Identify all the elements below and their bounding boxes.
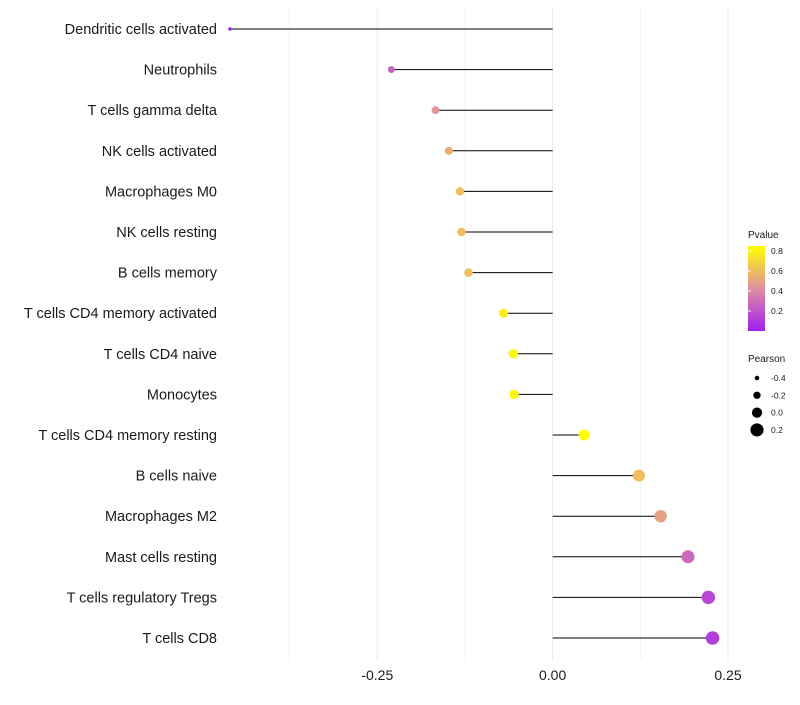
y-label-t-cells-cd4-memory-activated: T cells CD4 memory activated (24, 306, 217, 322)
pearson-legend-title: Pearson (748, 354, 785, 365)
y-label-mast-cells-resting: Mast cells resting (105, 550, 217, 566)
point-t-cells-cd4-memory-activated (498, 308, 509, 318)
x-tick-label-2: 0.25 (714, 667, 741, 683)
point-t-cells-cd8 (705, 631, 720, 645)
point-nk-cells-activated (444, 146, 453, 155)
point-mast-cells-resting (681, 550, 695, 564)
x-axis-ticks: -0.25 0.00 0.25 (361, 667, 741, 683)
point-b-cells-memory (464, 268, 473, 277)
point-monocytes (509, 389, 519, 400)
point-t-cells-gamma-delta (431, 106, 440, 115)
y-label-t-cells-cd4-memory-resting: T cells CD4 memory resting (38, 428, 217, 444)
y-label-nk-cells-resting: NK cells resting (116, 225, 217, 241)
y-label-t-cells-cd8: T cells CD8 (142, 631, 217, 647)
pvalue-tick-label-0: 0.8 (771, 246, 783, 256)
pearson-legend-label-0: -0.4 (771, 373, 786, 383)
y-label-t-cells-regulatory-tregs: T cells regulatory Tregs (67, 590, 217, 606)
pvalue-legend: Pvalue 0.8 0.6 0.4 0.2 (748, 230, 783, 331)
pearson-legend-dot-2 (751, 407, 763, 418)
y-label-macrophages-m0: Macrophages M0 (105, 184, 217, 200)
pvalue-tick-label-2: 0.4 (771, 286, 783, 296)
pearson-legend-label-1: -0.2 (771, 390, 786, 400)
point-macrophages-m0 (455, 187, 465, 196)
pearson-legend-dot-1 (753, 391, 761, 399)
point-macrophages-m2 (654, 509, 667, 523)
point-t-cells-cd4-naive (508, 349, 519, 359)
pearson-legend-label-2: 0.0 (771, 408, 783, 418)
pvalue-tick-label-1: 0.6 (771, 266, 783, 276)
point-t-cells-regulatory-tregs (701, 590, 716, 605)
pearson-legend-label-3: 0.2 (771, 425, 783, 435)
y-label-neutrophils: Neutrophils (144, 63, 217, 79)
point-neutrophils (387, 66, 395, 74)
y-label-dendritic-cells-activated: Dendritic cells activated (65, 22, 217, 38)
pearson-legend-dot-0 (754, 375, 760, 381)
point-t-cells-cd4-memory-resting (578, 429, 590, 441)
y-axis-labels: Dendritic cells activated Neutrophils T ce… (24, 22, 218, 647)
y-label-nk-cells-activated: NK cells activated (102, 144, 217, 160)
point-b-cells-naive (632, 469, 645, 482)
x-tick-label-1: 0.00 (539, 667, 566, 683)
pvalue-tick-label-3: 0.2 (771, 306, 783, 316)
point-dendritic-cells-activated (228, 27, 232, 31)
pvalue-legend-title: Pvalue (748, 230, 779, 241)
point-nk-cells-resting (457, 227, 466, 237)
y-label-b-cells-naive: B cells naive (136, 469, 217, 485)
y-label-monocytes: Monocytes (147, 387, 217, 403)
y-label-t-cells-cd4-naive: T cells CD4 naive (104, 347, 217, 363)
y-label-macrophages-m2: Macrophages M2 (105, 509, 217, 525)
x-tick-label-0: -0.25 (361, 667, 393, 683)
y-label-b-cells-memory: B cells memory (118, 266, 218, 282)
stem-layer (230, 28, 713, 639)
pvalue-colorbar (748, 246, 765, 331)
point-layer (228, 27, 720, 645)
y-label-t-cells-gamma-delta: T cells gamma delta (88, 103, 218, 119)
grid-layer (289, 8, 729, 660)
pearson-legend: Pearson -0.4 -0.2 0.0 0.2 (748, 354, 786, 437)
pearson-legend-dot-3 (750, 423, 764, 437)
